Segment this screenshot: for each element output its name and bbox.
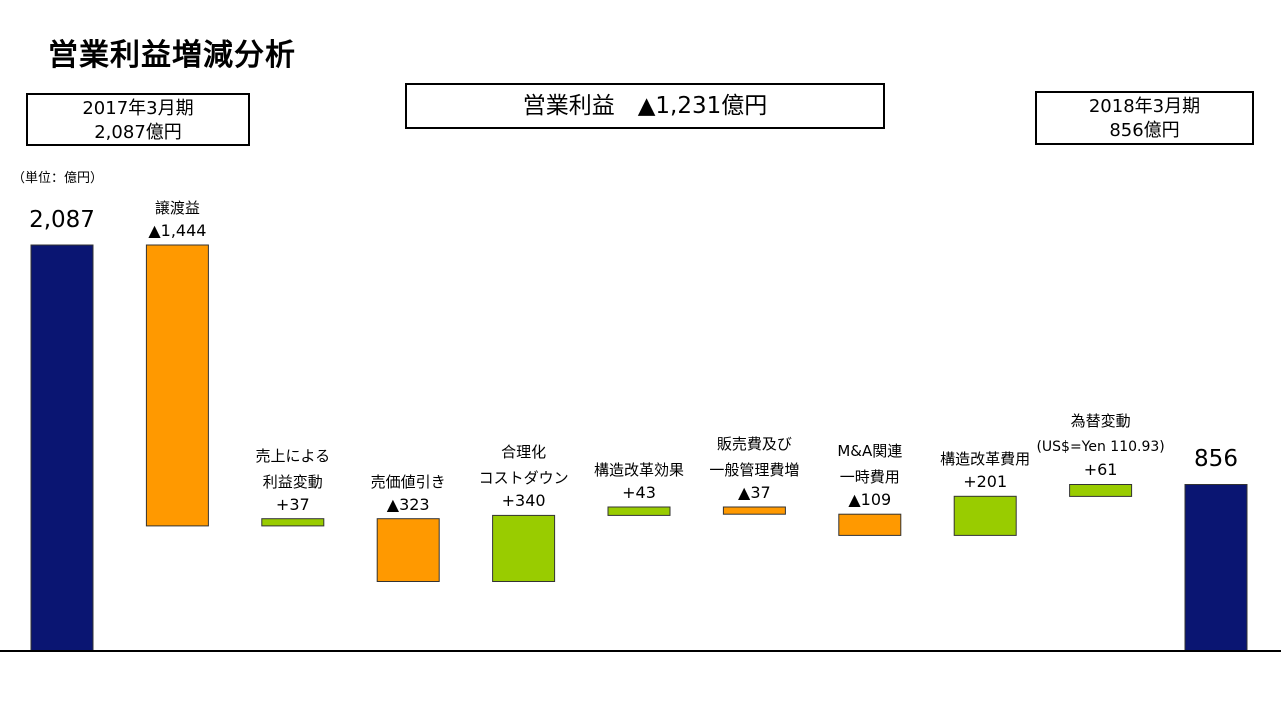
bar-category-label-4-1: コストダウン bbox=[478, 469, 569, 488]
bar-value-label-7: ▲109 bbox=[848, 490, 892, 510]
bar-category-label-7-1: 一時費用 bbox=[839, 468, 900, 487]
bar-value-label-2: +37 bbox=[275, 494, 310, 514]
bar-category-label-9-1: (US$=Yen 110.93) bbox=[1036, 439, 1165, 456]
end-period-box: 2018年3月期 856億円 bbox=[1035, 91, 1254, 145]
waterfall-bar-3 bbox=[376, 518, 440, 583]
bar-category-label-8-0: 構造改革費用 bbox=[940, 450, 1031, 469]
bar-value-label-5: +43 bbox=[622, 483, 656, 503]
bar-category-label-2-1: 利益変動 bbox=[262, 472, 323, 491]
bar-category-label-1-0: 譲渡益 bbox=[154, 199, 200, 217]
waterfall-bar-7 bbox=[838, 513, 902, 536]
waterfall-bar-6 bbox=[722, 506, 786, 515]
total-value-label-0: 2,087 bbox=[29, 207, 95, 233]
end-period-value: 856億円 bbox=[1109, 120, 1180, 141]
bar-category-label-6-1: 一般管理費増 bbox=[709, 461, 800, 480]
unit-label: （単位：億円） bbox=[12, 171, 104, 186]
start-period-label: 2017年3月期 bbox=[82, 98, 194, 119]
bar-category-label-9-0: 為替変動 bbox=[1070, 412, 1131, 431]
operating-income-change-text: 営業利益 ▲1,231億円 bbox=[522, 93, 768, 119]
waterfall-bar-1 bbox=[145, 244, 209, 527]
bar-category-label-7-0: M&A関連 bbox=[837, 442, 903, 461]
bar-value-label-4: +340 bbox=[501, 491, 546, 511]
end-period-label: 2018年3月期 bbox=[1088, 96, 1201, 117]
start-period-value: 2,087億円 bbox=[94, 122, 182, 143]
total-value-label-10: 856 bbox=[1194, 446, 1238, 473]
waterfall-bar-2 bbox=[261, 518, 325, 527]
bar-category-label-5-0: 構造改革効果 bbox=[593, 461, 684, 480]
bar-category-label-4-0: 合理化 bbox=[501, 443, 547, 462]
waterfall-bar-8 bbox=[953, 495, 1017, 536]
bar-category-label-6-0: 販売費及び bbox=[716, 435, 792, 454]
waterfall-bar-10 bbox=[1184, 484, 1248, 652]
bar-value-label-1: ▲1,444 bbox=[148, 221, 207, 240]
bar-category-label-3-0: 売価値引き bbox=[370, 472, 446, 491]
operating-income-change-box: 営業利益 ▲1,231億円 bbox=[405, 83, 885, 129]
bar-value-label-9: +61 bbox=[1083, 460, 1118, 480]
bar-category-label-2-0: 売上による bbox=[255, 446, 331, 465]
waterfall-bar-5 bbox=[607, 506, 671, 516]
bar-value-label-6: ▲37 bbox=[738, 483, 771, 503]
waterfall-bar-4 bbox=[492, 514, 556, 583]
waterfall-bar-0 bbox=[30, 244, 94, 652]
bar-value-label-8: +201 bbox=[963, 472, 1008, 492]
bar-value-label-3: ▲323 bbox=[386, 494, 430, 514]
start-period-box: 2017年3月期 2,087億円 bbox=[26, 93, 250, 146]
page-title: 営業利益増減分析 bbox=[48, 38, 296, 73]
waterfall-bar-9 bbox=[1069, 484, 1133, 497]
